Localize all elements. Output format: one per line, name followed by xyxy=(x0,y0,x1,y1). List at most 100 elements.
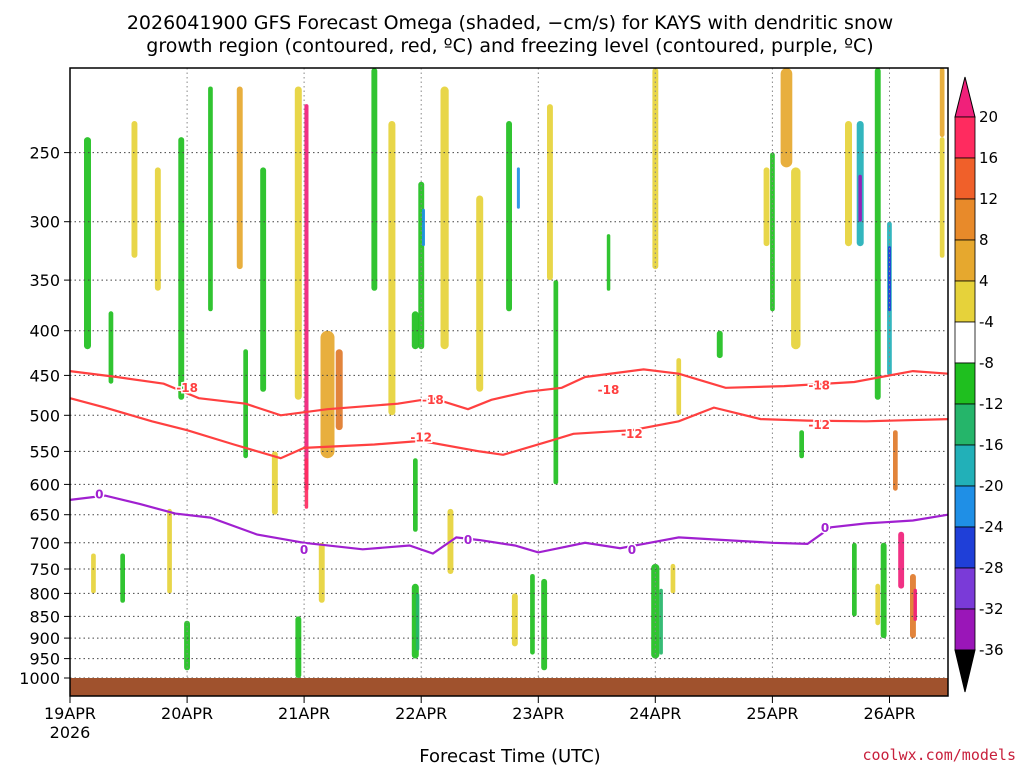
omega-shade-38 xyxy=(939,68,945,138)
colorbar-label-10: -24 xyxy=(979,518,1004,536)
omega-shade-7 xyxy=(260,167,267,392)
colorbar-label-2: 12 xyxy=(979,190,998,208)
colorbar-label-0: 20 xyxy=(979,108,998,126)
y-tick-label-350: 350 xyxy=(29,271,60,290)
omega-shade-45 xyxy=(852,542,857,617)
colorbar-label-9: -20 xyxy=(979,477,1004,495)
omega-shade-52 xyxy=(511,593,518,647)
colorbar-swatch-10 xyxy=(954,526,976,569)
colorbar-label-5: -4 xyxy=(979,313,994,331)
y-tick-label-650: 650 xyxy=(29,506,60,525)
omega-shade-42 xyxy=(898,531,905,589)
omega-shade-0 xyxy=(84,137,91,350)
colorbar-swatch-7 xyxy=(954,403,976,446)
y-tick-label-400: 400 xyxy=(29,322,60,341)
contour-lines: -18 -18 -18 -18 -12 -12 -12 0 0 0 0 0 xyxy=(69,368,949,558)
omega-shade-14 xyxy=(388,121,396,416)
omega-shade-2 xyxy=(131,121,138,258)
omega-shade-57 xyxy=(318,542,325,603)
omega-shade-29 xyxy=(780,68,793,168)
colorbar-label-7: -12 xyxy=(979,395,1004,413)
y-tick-label-300: 300 xyxy=(29,213,60,232)
y-tick-label-900: 900 xyxy=(29,629,60,648)
x-tick-label-19APR: 19APR xyxy=(44,704,96,723)
x-tick-label-22APR: 22APR xyxy=(395,704,447,723)
colorbar-swatch-3 xyxy=(954,239,976,282)
omega-shade-21 xyxy=(547,104,553,281)
colorbar-swatch-0 xyxy=(954,116,976,159)
omega-shade-32 xyxy=(845,121,852,247)
omega-shade-24 xyxy=(652,68,659,270)
y-tick-label-500: 500 xyxy=(29,406,60,425)
colorbar-swatch-11 xyxy=(954,567,976,610)
x-tick-label-20APR: 20APR xyxy=(161,704,213,723)
y-tick-label-450: 450 xyxy=(29,366,60,385)
x-start-year: 2026 xyxy=(50,723,91,742)
plot-frame xyxy=(69,67,949,697)
terrain-surface xyxy=(70,678,948,696)
omega-shade-25 xyxy=(676,358,682,416)
contour-label--18-2: -18 xyxy=(598,383,620,397)
colorbar-label-13: -36 xyxy=(979,641,1004,659)
omega-shade-40 xyxy=(893,430,898,491)
omega-shade-35 xyxy=(874,68,881,400)
omega-shade-54 xyxy=(415,593,420,651)
colorbar-swatch-5 xyxy=(954,321,976,364)
omega-shade-23 xyxy=(606,234,611,291)
omega-shade-18 xyxy=(476,195,484,392)
x-tick-label-21APR: 21APR xyxy=(278,704,330,723)
omega-shade-56 xyxy=(295,616,302,678)
omega-shade-34 xyxy=(858,174,862,222)
y-tick-label-750: 750 xyxy=(29,560,60,579)
omega-shade-50 xyxy=(541,578,548,671)
omega-shade-47 xyxy=(651,563,660,659)
x-axis-label: Forecast Time (UTC) xyxy=(419,746,600,767)
contour-label--18-1: -18 xyxy=(422,393,444,407)
omega-shade-26 xyxy=(716,330,723,359)
y-axis-ticks: 250 300 350 400 450 500 550 600 650 700 750 800 850 9… xyxy=(19,144,70,688)
contour--12 xyxy=(69,397,949,460)
contour-label--12-2: -12 xyxy=(808,418,830,432)
y-tick-label-550: 550 xyxy=(29,442,60,461)
colorbar-label-8: -16 xyxy=(979,436,1004,454)
omega-shade-60 xyxy=(91,553,96,594)
title-line-2: growth region (contoured, red, ºC) and f… xyxy=(146,35,873,57)
omega-shade-31 xyxy=(799,430,804,459)
omega-shade-65 xyxy=(271,451,278,515)
omega-shade-6 xyxy=(236,86,243,270)
x-tick-label-23APR: 23APR xyxy=(512,704,564,723)
omega-shade-63 xyxy=(413,458,418,532)
colorbar-swatch-8 xyxy=(954,444,976,487)
omega-shade-30 xyxy=(791,167,801,350)
contour--18 xyxy=(69,368,949,417)
colorbar-bottom-arrow xyxy=(954,649,976,693)
colorbar-swatch-1 xyxy=(954,157,976,200)
omega-shade-44 xyxy=(913,588,917,621)
omega-shade-20 xyxy=(516,167,520,209)
contour-label-0-1: 0 xyxy=(300,543,308,557)
contour-0 xyxy=(69,494,949,555)
omega-shade-9 xyxy=(304,104,309,491)
colorbar-top-arrow xyxy=(954,76,976,118)
omega-shading xyxy=(84,68,945,678)
colorbar-swatch-4 xyxy=(954,280,976,323)
colorbar-label-1: 16 xyxy=(979,149,998,167)
y-tick-label-850: 850 xyxy=(29,607,60,626)
contour-label-0-4: 0 xyxy=(821,521,829,535)
title-line-1: 2026041900 GFS Forecast Omega (shaded, −… xyxy=(127,12,893,34)
x-tick-label-26APR: 26APR xyxy=(863,704,915,723)
contour-label--18-3: -18 xyxy=(808,378,830,392)
y-tick-label-950: 950 xyxy=(29,650,60,669)
omega-shade-10 xyxy=(304,458,309,509)
omega-shade-5 xyxy=(208,86,213,312)
plot-area: -18 -18 -18 -18 -12 -12 -12 0 0 0 0 0 xyxy=(69,67,949,697)
colorbar-label-11: -28 xyxy=(979,559,1004,577)
omega-shade-28 xyxy=(770,152,775,312)
colorbar-swatch-6 xyxy=(954,362,976,405)
omega-shade-17 xyxy=(440,86,449,350)
contour-label--12-0: -12 xyxy=(410,430,432,444)
omega-shade-41 xyxy=(880,542,887,639)
y-tick-label-1000: 1000 xyxy=(19,669,60,688)
omega-shade-11 xyxy=(320,330,335,459)
